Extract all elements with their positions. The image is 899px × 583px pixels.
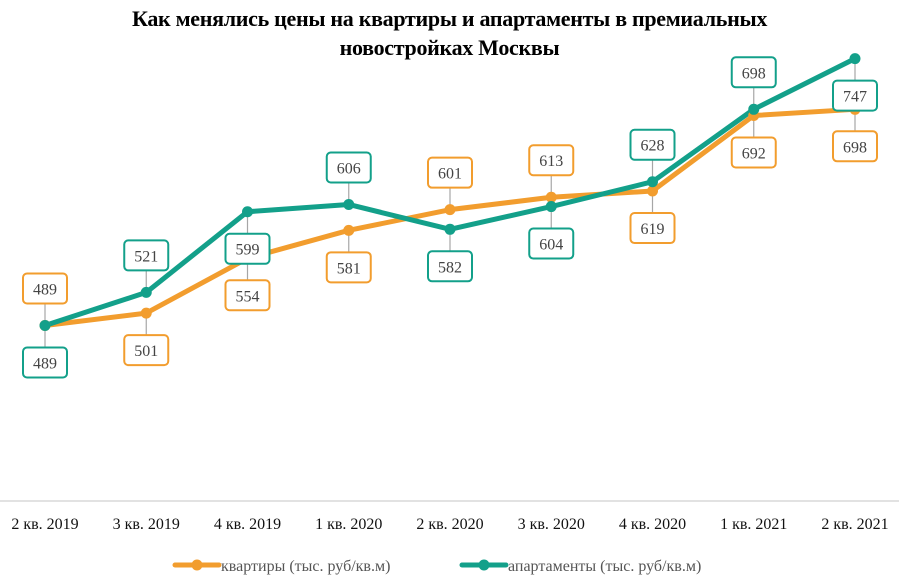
data-label-box (427, 156, 473, 189)
chart-title: Как менялись цены на квартиры и апартаме… (0, 4, 899, 62)
data-label-box (629, 212, 676, 245)
data-label: 489 (33, 356, 57, 373)
data-label: 521 (134, 248, 158, 265)
legend-swatch-marker (478, 559, 490, 571)
x-axis-ticks: 2 кв. 2019 3 кв. 2019 4 кв. 2019 1 кв. 2020… (11, 516, 888, 533)
data-label-box (224, 279, 271, 312)
data-label: 501 (134, 343, 158, 360)
data-label-box (528, 227, 575, 260)
data-label: 747 (843, 89, 867, 106)
x-tick-label: 3 кв. 2020 (518, 516, 585, 533)
legend-label: апартаменты (тыс. руб/кв.м) (508, 558, 701, 575)
x-tick-label: 1 кв. 2020 (315, 516, 382, 533)
x-tick-label: 3 кв. 2019 (113, 516, 180, 533)
legend-item-apartamenty[interactable]: апартаменты (тыс. руб/кв.м) (459, 558, 701, 575)
legend-label: квартиры (тыс. руб/кв.м) (221, 558, 390, 575)
data-label-box (832, 130, 878, 163)
x-tick-label: 4 кв. 2020 (619, 516, 686, 533)
data-point (647, 185, 658, 197)
data-label-box (123, 334, 170, 367)
data-point (140, 286, 152, 298)
data-label-box (832, 79, 878, 112)
legend-item-kvartiry[interactable]: квартиры (тыс. руб/кв.м) (172, 558, 390, 575)
data-label-box (730, 56, 777, 89)
chart-title-line-2: новостройках Москвы (339, 35, 560, 60)
data-point (545, 191, 557, 203)
data-label: 606 (337, 160, 361, 177)
data-label: 604 (539, 237, 563, 254)
data-label-box (224, 232, 271, 265)
x-tick-label: 2 кв. 2020 (416, 516, 483, 533)
data-label: 698 (742, 65, 766, 82)
data-point (545, 201, 557, 213)
data-labels: 489 501 554 581 601 613 619 692 698 489 521 599 606 5… (22, 56, 878, 379)
data-label-box (325, 251, 372, 284)
data-label: 599 (236, 242, 260, 259)
data-label-box (325, 151, 372, 184)
data-label-box (629, 128, 676, 161)
data-point (444, 223, 456, 235)
data-label-box (123, 239, 170, 272)
data-label: 692 (742, 146, 766, 163)
data-point (849, 53, 861, 65)
data-label-box (528, 144, 575, 177)
x-tick-label: 1 кв. 2021 (720, 516, 787, 533)
x-tick-label: 2 кв. 2021 (821, 516, 888, 533)
data-label: 698 (843, 139, 867, 156)
data-label: 489 (33, 282, 57, 299)
data-label-box (427, 250, 473, 283)
data-label: 601 (438, 166, 462, 183)
legend-swatch-marker (191, 559, 203, 571)
data-point (748, 103, 760, 115)
data-label: 582 (438, 259, 462, 276)
data-label-box (22, 272, 68, 305)
data-label: 613 (539, 153, 563, 170)
legend[interactable]: квартиры (тыс. руб/кв.м) апартаменты (тыс… (172, 558, 701, 575)
x-tick-label: 2 кв. 2019 (11, 516, 78, 533)
data-point (647, 176, 658, 188)
data-point (39, 320, 51, 332)
chart-title-line-1: Как менялись цены на квартиры и апартаме… (131, 6, 768, 31)
data-point (242, 206, 253, 218)
data-label: 581 (337, 260, 361, 277)
data-label: 628 (641, 138, 665, 155)
data-label-box (730, 136, 777, 169)
data-label: 619 (641, 221, 665, 238)
data-label: 554 (236, 288, 260, 305)
data-point (343, 198, 355, 210)
data-label-box (22, 346, 68, 379)
x-tick-label: 4 кв. 2019 (214, 516, 281, 533)
data-point (444, 204, 456, 216)
data-point (140, 307, 152, 319)
data-point (343, 224, 355, 236)
